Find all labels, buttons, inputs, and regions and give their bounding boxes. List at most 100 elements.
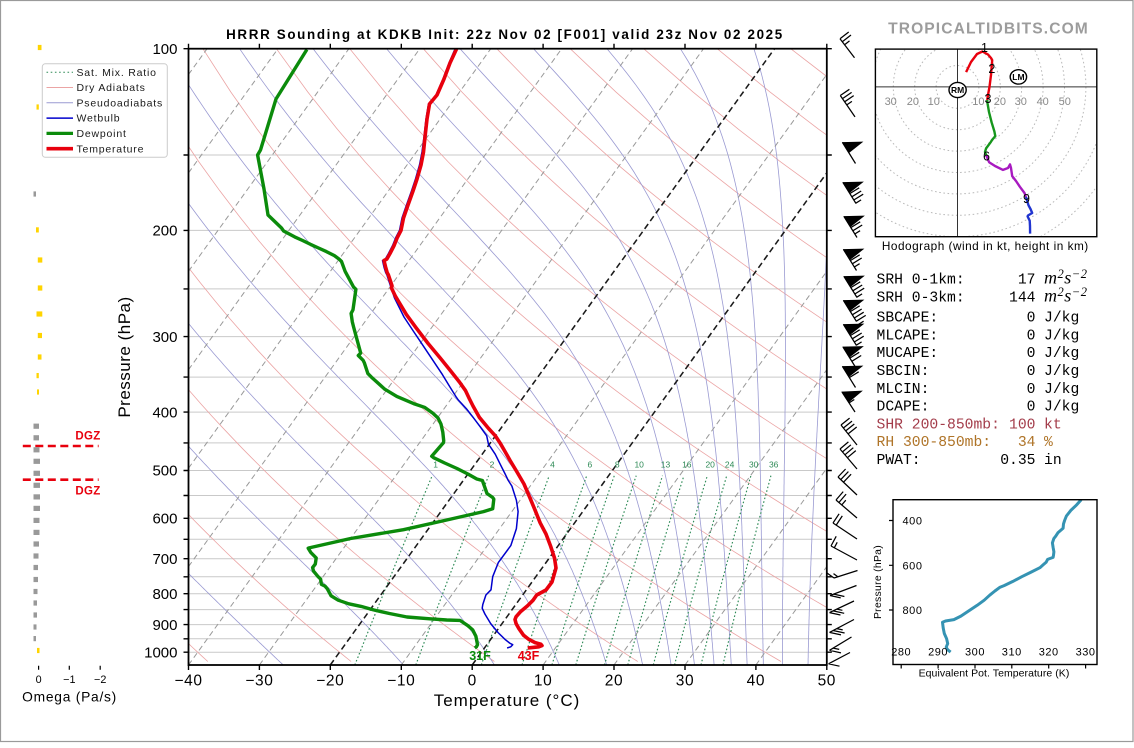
svg-text:700: 700 bbox=[152, 551, 177, 568]
svg-text:PWAT:: PWAT: bbox=[877, 453, 921, 469]
svg-text:0: 0 bbox=[1027, 311, 1036, 327]
svg-text:Pressure (hPa): Pressure (hPa) bbox=[873, 545, 884, 619]
svg-text:9: 9 bbox=[1023, 192, 1030, 206]
svg-text:J/kg: J/kg bbox=[1044, 400, 1079, 416]
svg-text:Dewpoint: Dewpoint bbox=[77, 128, 127, 140]
svg-text:Pseudoadiabats: Pseudoadiabats bbox=[77, 97, 164, 109]
svg-text:6: 6 bbox=[983, 150, 990, 164]
svg-text:20: 20 bbox=[605, 672, 623, 689]
svg-text:HRRR Sounding at KDKB Init: 22: HRRR Sounding at KDKB Init: 22z Nov 02 [… bbox=[226, 27, 784, 42]
svg-text:13: 13 bbox=[661, 459, 671, 469]
svg-text:100: 100 bbox=[1009, 417, 1035, 433]
svg-text:280: 280 bbox=[891, 647, 911, 659]
svg-text:0: 0 bbox=[1027, 346, 1036, 362]
svg-text:Hodograph (wind in kt, height: Hodograph (wind in kt, height in km) bbox=[882, 239, 1089, 253]
svg-text:2: 2 bbox=[490, 459, 495, 469]
svg-text:kt: kt bbox=[1044, 417, 1062, 433]
svg-text:SBCIN:: SBCIN: bbox=[877, 364, 930, 380]
svg-text:36: 36 bbox=[769, 459, 779, 469]
svg-text:8: 8 bbox=[615, 459, 620, 469]
svg-text:DGZ: DGZ bbox=[75, 431, 100, 443]
svg-text:20: 20 bbox=[907, 96, 919, 108]
svg-text:1: 1 bbox=[433, 459, 438, 469]
svg-text:0: 0 bbox=[1027, 364, 1036, 380]
svg-text:900: 900 bbox=[152, 617, 177, 634]
svg-text:10: 10 bbox=[634, 459, 644, 469]
svg-text:6: 6 bbox=[588, 459, 593, 469]
svg-text:J/kg: J/kg bbox=[1044, 328, 1079, 344]
svg-text:0: 0 bbox=[1027, 400, 1036, 416]
svg-text:MUCAPE:: MUCAPE: bbox=[877, 346, 939, 362]
svg-text:320: 320 bbox=[1039, 647, 1059, 659]
svg-text:30: 30 bbox=[1015, 96, 1027, 108]
svg-text:MLCAPE:: MLCAPE: bbox=[877, 328, 939, 344]
svg-text:30: 30 bbox=[749, 459, 759, 469]
svg-text:290: 290 bbox=[928, 647, 948, 659]
svg-text:3: 3 bbox=[985, 92, 992, 106]
svg-text:2: 2 bbox=[988, 62, 995, 76]
svg-text:−40: −40 bbox=[174, 672, 202, 689]
svg-text:144: 144 bbox=[1009, 290, 1036, 306]
svg-text:20: 20 bbox=[705, 459, 715, 469]
svg-text:Temperature (°C): Temperature (°C) bbox=[434, 691, 581, 710]
svg-text:17: 17 bbox=[1018, 273, 1036, 289]
svg-text:31F: 31F bbox=[469, 649, 491, 663]
svg-text:400: 400 bbox=[903, 516, 923, 528]
svg-text:SBCAPE:: SBCAPE: bbox=[877, 311, 939, 327]
svg-text:34: 34 bbox=[1018, 435, 1036, 451]
svg-text:J/kg: J/kg bbox=[1044, 364, 1079, 380]
svg-text:43F: 43F bbox=[518, 649, 540, 663]
svg-text:0: 0 bbox=[36, 674, 42, 686]
svg-text:24: 24 bbox=[725, 459, 735, 469]
svg-text:Pressure (hPa): Pressure (hPa) bbox=[115, 296, 134, 417]
svg-text:J/kg: J/kg bbox=[1044, 346, 1079, 362]
svg-text:RH 300-850mb:: RH 300-850mb: bbox=[877, 435, 992, 451]
svg-text:800: 800 bbox=[152, 586, 177, 603]
svg-text:J/kg: J/kg bbox=[1044, 382, 1079, 398]
svg-text:10: 10 bbox=[534, 672, 552, 689]
svg-text:−30: −30 bbox=[245, 672, 273, 689]
svg-text:1: 1 bbox=[981, 41, 988, 55]
svg-text:600: 600 bbox=[152, 511, 177, 528]
svg-text:TROPICALTIDBITS.COM: TROPICALTIDBITS.COM bbox=[888, 21, 1089, 38]
svg-text:−2: −2 bbox=[94, 674, 106, 686]
svg-text:DCAPE:: DCAPE: bbox=[877, 400, 930, 416]
svg-text:400: 400 bbox=[152, 404, 177, 421]
svg-text:Omega (Pa/s): Omega (Pa/s) bbox=[22, 690, 117, 705]
svg-text:100: 100 bbox=[152, 41, 177, 58]
svg-text:SHR 200-850mb:: SHR 200-850mb: bbox=[877, 417, 1000, 433]
svg-text:40: 40 bbox=[747, 672, 765, 689]
svg-text:in: in bbox=[1044, 453, 1062, 469]
svg-text:RM: RM bbox=[951, 85, 964, 95]
svg-text:310: 310 bbox=[1002, 647, 1022, 659]
svg-text:16: 16 bbox=[682, 459, 692, 469]
svg-text:Wetbulb: Wetbulb bbox=[77, 113, 121, 125]
svg-text:DGZ: DGZ bbox=[75, 486, 100, 498]
svg-text:MLCIN:: MLCIN: bbox=[877, 382, 930, 398]
svg-text:0: 0 bbox=[468, 672, 477, 689]
svg-text:800: 800 bbox=[903, 605, 923, 617]
svg-text:1000: 1000 bbox=[144, 644, 177, 661]
svg-text:Equivalent Pot. Temperature (K: Equivalent Pot. Temperature (K) bbox=[919, 668, 1070, 680]
svg-text:−10: −10 bbox=[387, 672, 415, 689]
svg-text:300: 300 bbox=[152, 329, 177, 346]
svg-text:50: 50 bbox=[818, 672, 836, 689]
svg-text:Temperature: Temperature bbox=[77, 143, 145, 155]
svg-text:0: 0 bbox=[1027, 328, 1036, 344]
svg-text:200: 200 bbox=[152, 223, 177, 240]
svg-text:500: 500 bbox=[152, 463, 177, 480]
svg-text:0: 0 bbox=[1027, 382, 1036, 398]
svg-text:300: 300 bbox=[965, 647, 985, 659]
svg-text:330: 330 bbox=[1076, 647, 1096, 659]
svg-text:LM: LM bbox=[1012, 72, 1024, 82]
svg-text:10: 10 bbox=[928, 96, 940, 108]
svg-text:0.35: 0.35 bbox=[1000, 453, 1035, 469]
svg-text:Dry Adiabats: Dry Adiabats bbox=[77, 82, 146, 94]
svg-text:J/kg: J/kg bbox=[1044, 311, 1079, 327]
svg-text:30: 30 bbox=[885, 96, 897, 108]
svg-text:40: 40 bbox=[1037, 96, 1049, 108]
svg-text:Sat. Mix. Ratio: Sat. Mix. Ratio bbox=[77, 67, 157, 79]
svg-text:%: % bbox=[1044, 435, 1053, 451]
svg-text:SRH 0-1km:: SRH 0-1km: bbox=[877, 273, 965, 289]
svg-text:30: 30 bbox=[676, 672, 694, 689]
